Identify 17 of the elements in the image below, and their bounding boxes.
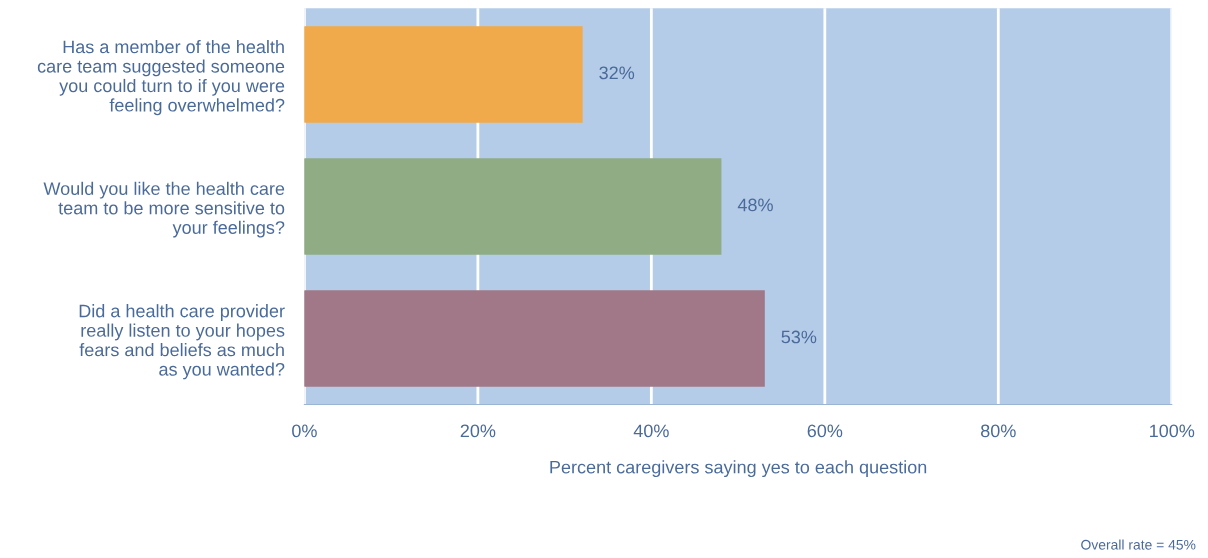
- x-tick-label: 100%: [1150, 424, 1195, 438]
- y-tick-label: Has a member of the health care team suggested someone you could turn to if you were feeling overwhelmed?: [37, 39, 285, 116]
- data-label: 48%: [737, 198, 773, 212]
- y-tick-label: Did a health care provider really listen to your hopes fears and beliefs as much as you wanted?: [79, 304, 285, 380]
- y-tick-label: Would you like the health care team to be more sensitive to your feelings?: [43, 181, 285, 238]
- x-tick-label: 20%: [460, 424, 496, 438]
- x-tick-label: 0%: [292, 424, 317, 438]
- x-tick-label: 80%: [981, 424, 1016, 438]
- x-tick-label: 60%: [807, 424, 843, 438]
- text: Overall rate = 45%: [1081, 539, 1196, 550]
- bar: [304, 26, 583, 123]
- x-axis-title: Percent caregivers saying yes to each question: [550, 460, 927, 478]
- data-label: 32%: [599, 66, 635, 80]
- bar: [304, 290, 765, 387]
- x-tick-label: 40%: [633, 424, 669, 438]
- bar: [304, 158, 722, 255]
- data-label: 53%: [781, 330, 817, 344]
